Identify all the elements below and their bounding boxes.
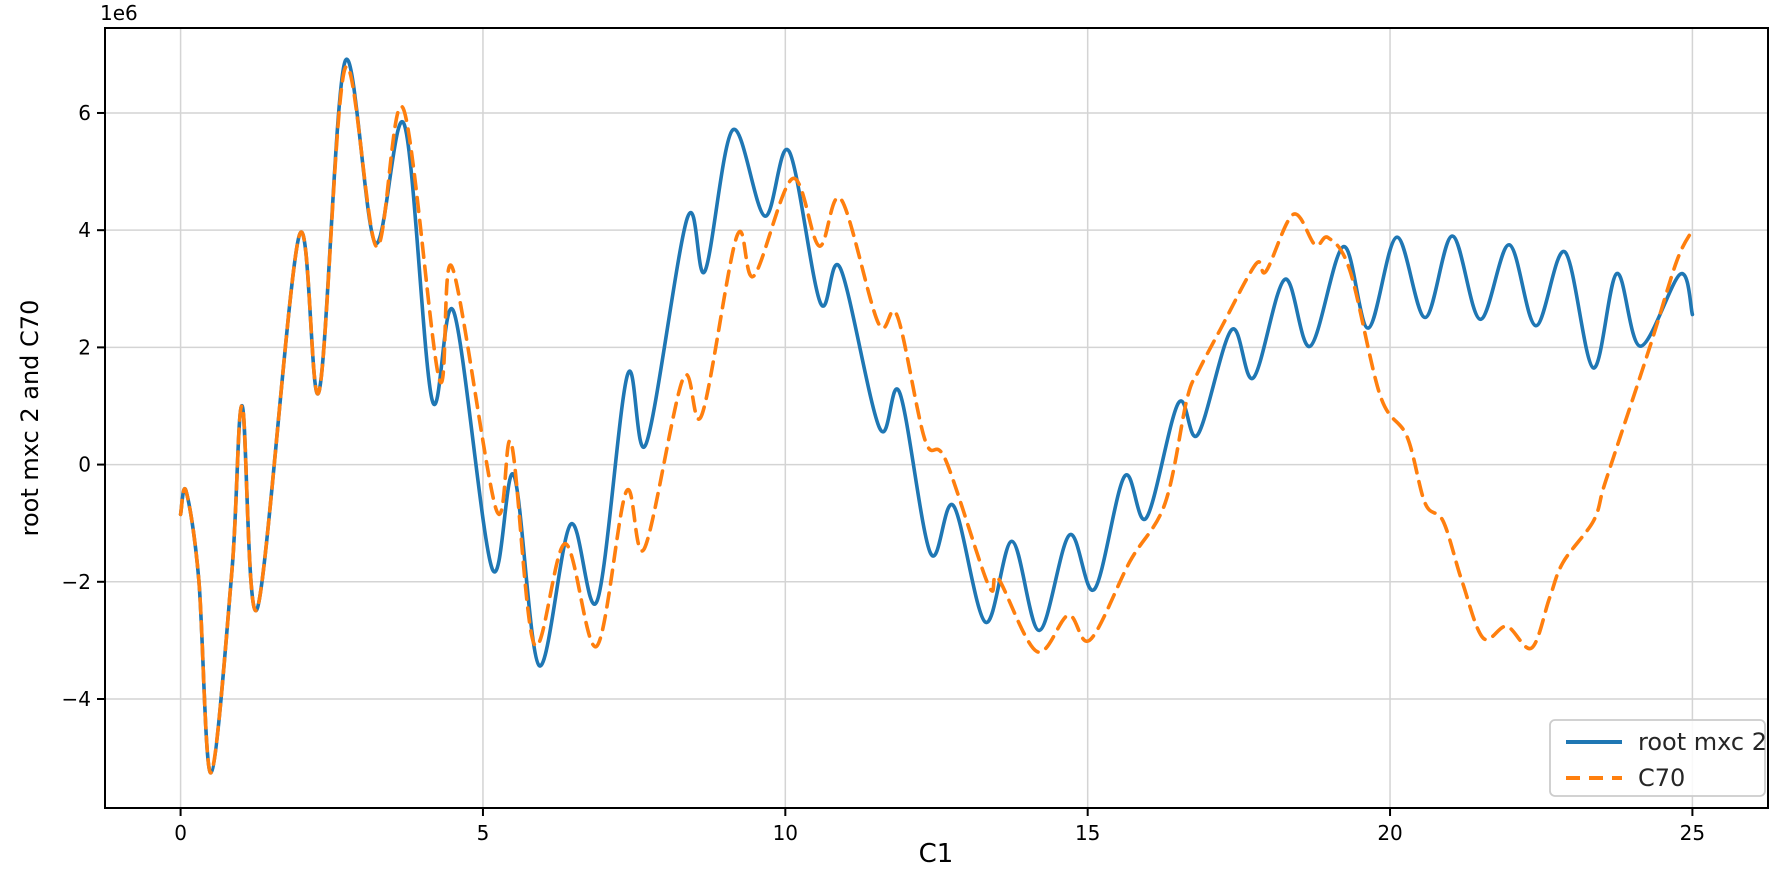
y-tick-label: 6 [78,101,91,125]
series-layer [178,57,1695,775]
tick-layer: 0 5 10 15 20 25 −4 −2 0 2 4 6 [62,101,1706,845]
x-tick-label: 0 [174,821,187,845]
x-axis-label: C1 [919,839,954,869]
y-tick-label: −2 [62,570,91,594]
y-tick-label: −4 [62,687,91,711]
x-tick-label: 20 [1377,821,1402,845]
legend-label-root-mxc-2: root mxc 2 [1638,728,1767,756]
x-tick-label: 10 [773,821,798,845]
y-tick-label: 0 [78,453,91,477]
x-tick-label: 25 [1680,821,1705,845]
y-tick-label: 2 [78,335,91,359]
y-axis-offset-label: 1e6 [100,1,138,25]
axes-border [104,27,1769,809]
legend-frame [1549,719,1766,797]
legend: root mxc 2 C70 [1549,719,1767,797]
y-tick-label: 4 [78,218,91,242]
grid-layer [105,28,1768,808]
x-tick-label: 15 [1075,821,1100,845]
legend-label-c70: C70 [1638,764,1685,792]
axes-spines [104,27,1769,809]
x-tick-label: 5 [477,821,490,845]
y-axis-label: root mxc 2 and C70 [16,300,44,537]
series-line-c70 [178,64,1695,775]
series-line-root-mxc-2 [178,57,1695,775]
